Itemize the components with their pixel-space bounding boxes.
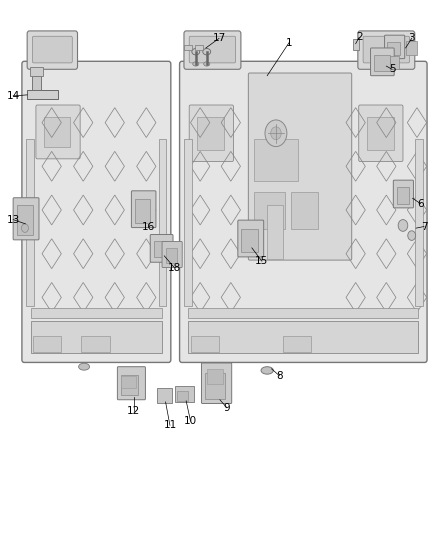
FancyBboxPatch shape [189, 105, 233, 161]
Bar [207, 369, 223, 384]
Bar [33, 336, 61, 352]
Bar [205, 373, 225, 399]
FancyBboxPatch shape [189, 36, 236, 63]
Bar [159, 139, 166, 306]
Bar [254, 139, 298, 181]
Text: 18: 18 [168, 263, 181, 272]
Bar [175, 386, 194, 402]
FancyBboxPatch shape [150, 235, 173, 262]
Bar [31, 321, 162, 353]
FancyBboxPatch shape [238, 220, 264, 257]
Bar [191, 336, 219, 352]
Bar [267, 205, 283, 259]
Text: 1: 1 [286, 38, 293, 47]
Bar [291, 192, 318, 229]
FancyBboxPatch shape [117, 367, 145, 400]
Text: 12: 12 [127, 407, 140, 416]
Text: 2: 2 [356, 33, 363, 42]
Bar [241, 229, 258, 252]
FancyBboxPatch shape [13, 198, 39, 240]
Bar [367, 117, 394, 150]
Text: 8: 8 [276, 371, 283, 381]
Bar [415, 139, 423, 306]
Bar [135, 199, 150, 223]
Text: 9: 9 [223, 403, 230, 413]
Ellipse shape [193, 62, 199, 66]
Bar [374, 55, 390, 71]
Text: 15: 15 [255, 256, 268, 266]
Bar [27, 90, 58, 99]
FancyBboxPatch shape [162, 241, 182, 268]
FancyBboxPatch shape [180, 61, 427, 362]
Ellipse shape [79, 364, 89, 370]
Circle shape [265, 120, 287, 147]
FancyBboxPatch shape [385, 35, 405, 59]
Text: 6: 6 [417, 199, 424, 208]
Ellipse shape [261, 367, 273, 374]
Bar [44, 117, 70, 147]
Text: 11: 11 [163, 421, 177, 430]
Bar [26, 139, 34, 306]
FancyBboxPatch shape [32, 36, 72, 63]
Bar [188, 308, 418, 318]
Bar [387, 42, 400, 55]
Text: 3: 3 [408, 34, 415, 43]
FancyBboxPatch shape [22, 61, 171, 362]
Bar [184, 45, 192, 50]
Text: 13: 13 [7, 215, 20, 224]
Circle shape [398, 220, 408, 231]
Bar [177, 391, 188, 401]
FancyBboxPatch shape [27, 31, 78, 69]
Text: 17: 17 [212, 34, 226, 43]
Bar [157, 388, 172, 403]
FancyBboxPatch shape [363, 36, 410, 63]
Text: 16: 16 [141, 222, 155, 231]
Ellipse shape [204, 62, 210, 66]
Circle shape [21, 224, 28, 232]
Bar [30, 67, 43, 76]
Circle shape [408, 231, 416, 240]
FancyBboxPatch shape [359, 105, 403, 161]
FancyBboxPatch shape [393, 180, 413, 208]
Bar [81, 336, 110, 352]
Text: 7: 7 [420, 222, 427, 231]
Bar [406, 41, 417, 55]
Bar [166, 248, 177, 263]
Bar [121, 376, 136, 388]
Text: 5: 5 [389, 64, 396, 74]
Text: 14: 14 [7, 91, 20, 101]
Bar [184, 139, 192, 306]
FancyBboxPatch shape [201, 363, 232, 403]
Bar [154, 241, 167, 257]
Bar [32, 76, 41, 90]
Bar [353, 39, 359, 50]
FancyBboxPatch shape [371, 48, 394, 76]
Bar [254, 192, 285, 229]
Bar [283, 336, 311, 352]
Bar [390, 56, 399, 69]
Bar [17, 205, 33, 235]
Bar [397, 187, 409, 204]
Bar [195, 45, 203, 50]
FancyBboxPatch shape [184, 31, 241, 69]
Text: 10: 10 [184, 416, 197, 426]
Circle shape [271, 127, 281, 140]
FancyBboxPatch shape [131, 191, 156, 228]
Bar [197, 117, 224, 150]
Bar [31, 308, 162, 318]
FancyBboxPatch shape [248, 73, 352, 260]
Ellipse shape [203, 49, 211, 55]
Bar [188, 321, 418, 353]
Ellipse shape [192, 49, 200, 55]
FancyBboxPatch shape [358, 31, 415, 69]
FancyBboxPatch shape [36, 105, 80, 159]
Bar [121, 375, 138, 395]
